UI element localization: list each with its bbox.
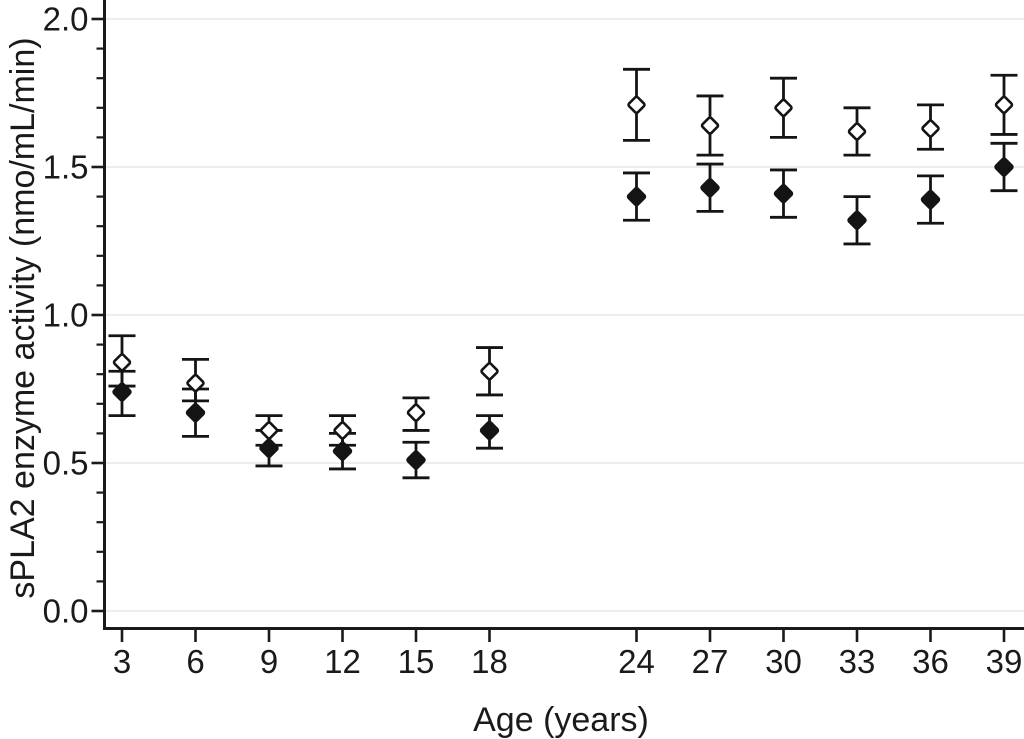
x-tick-label: 18 xyxy=(471,643,508,680)
filled-diamond-marker xyxy=(773,183,794,204)
x-axis-title: Age (years) xyxy=(473,701,649,739)
open-diamond-marker xyxy=(847,122,867,141)
y-axis-ticks: 0.0 0.5 1.0 1.5 2.0 xyxy=(43,1,105,630)
x-tick-label: 24 xyxy=(618,643,655,680)
filled-diamond-marker xyxy=(626,186,647,207)
data-markers xyxy=(112,95,1014,470)
x-tick-label: 39 xyxy=(986,643,1023,680)
error-bars xyxy=(108,67,1018,480)
filled-diamond-marker xyxy=(847,210,867,230)
x-tick-label: 36 xyxy=(912,643,949,680)
filled-diamond-marker xyxy=(259,438,279,458)
open-diamond-marker xyxy=(406,403,426,422)
open-diamond-marker xyxy=(480,362,499,381)
filled-diamond-marker xyxy=(700,178,720,198)
x-tick-label: 6 xyxy=(186,643,204,680)
filled-diamond-marker xyxy=(920,189,941,210)
x-tick-label: 27 xyxy=(692,643,729,680)
y-tick-label: 1.0 xyxy=(43,297,89,334)
filled-diamond-marker xyxy=(406,450,426,470)
y-tick-label: 1.5 xyxy=(43,149,89,186)
filled-diamond-marker xyxy=(112,382,132,402)
open-diamond-marker xyxy=(994,95,1014,115)
x-tick-label: 15 xyxy=(398,643,435,680)
x-tick-label: 33 xyxy=(839,643,876,680)
x-tick-label: 12 xyxy=(324,643,361,680)
filled-diamond-marker xyxy=(185,402,206,423)
x-tick-label: 3 xyxy=(113,643,131,680)
open-diamond-marker xyxy=(921,119,940,138)
x-tick-label: 9 xyxy=(260,643,278,680)
gridlines xyxy=(106,18,1024,612)
open-diamond-marker xyxy=(627,95,646,115)
filled-diamond-marker xyxy=(332,441,353,461)
open-diamond-marker xyxy=(333,421,352,440)
y-tick-label: 2.0 xyxy=(43,1,89,38)
x-axis-ticks: 3 6 9 12 15 18 24 27 30 33 36 39 xyxy=(113,630,1023,680)
filled-diamond-marker xyxy=(994,157,1014,177)
open-diamond-marker xyxy=(259,421,279,440)
open-diamond-marker xyxy=(700,116,720,135)
filled-diamond-marker xyxy=(479,420,500,441)
y-tick-label: 0.5 xyxy=(43,445,89,482)
open-diamond-marker xyxy=(774,98,793,118)
open-diamond-marker xyxy=(112,353,132,372)
y-tick-label: 0.0 xyxy=(43,593,89,630)
open-diamond-marker xyxy=(186,373,205,393)
y-axis-title: sPLA2 enzyme activity (nmo/mL/min) xyxy=(4,37,42,598)
x-tick-label: 30 xyxy=(765,643,802,680)
